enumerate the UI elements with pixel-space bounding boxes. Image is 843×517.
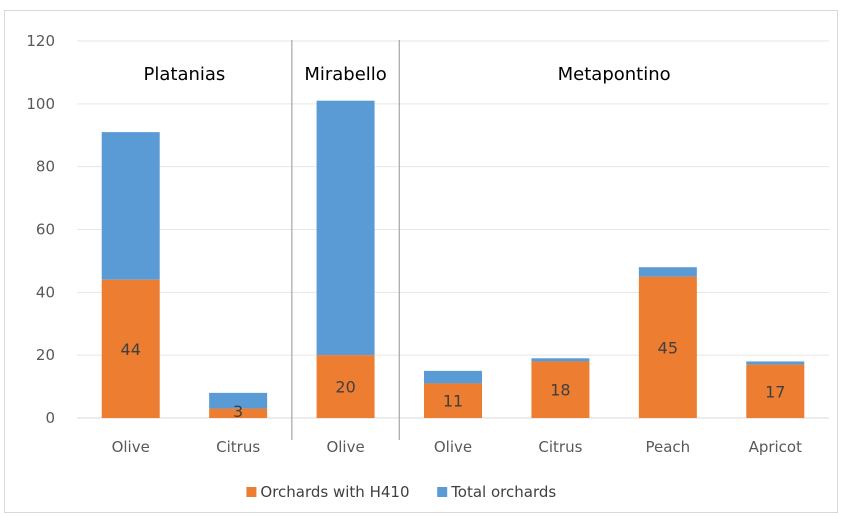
bar-total-6 bbox=[746, 361, 805, 365]
x-tick-label: Olive bbox=[112, 438, 150, 456]
gridlines bbox=[77, 40, 829, 419]
bars bbox=[101, 100, 805, 418]
y-tick-label: 0 bbox=[45, 409, 55, 427]
y-tick-label: 40 bbox=[36, 283, 55, 301]
legend-entry: Orchards with H410 bbox=[260, 483, 409, 501]
data-label: 18 bbox=[550, 381, 570, 400]
bar-h410-2 bbox=[316, 355, 375, 418]
legend-swatch bbox=[246, 487, 257, 497]
x-tick-label: Apricot bbox=[749, 438, 803, 456]
y-tick-label: 120 bbox=[26, 32, 55, 50]
bar-total-5 bbox=[638, 267, 697, 277]
group-labels: Platanias Mirabello Metapontino bbox=[144, 64, 671, 85]
group-label: Platanias bbox=[144, 64, 226, 85]
group-separators bbox=[291, 40, 400, 440]
group-label: Mirabello bbox=[304, 64, 386, 85]
bar-h410-5 bbox=[638, 276, 697, 418]
x-tick-label: Citrus bbox=[538, 438, 582, 456]
data-label: 11 bbox=[443, 392, 463, 411]
bar-total-2 bbox=[316, 100, 375, 356]
bar-total-3 bbox=[424, 370, 482, 384]
bar-total-1 bbox=[209, 392, 268, 409]
y-axis-ticks: 0 20 40 60 80 100 120 bbox=[26, 32, 55, 427]
data-labels: 44 3 20 11 18 45 17 bbox=[121, 338, 786, 421]
bar-total-4 bbox=[531, 358, 590, 362]
x-tick-label: Olive bbox=[326, 438, 364, 456]
x-tick-label: Olive bbox=[434, 438, 472, 456]
y-tick-label: 80 bbox=[36, 158, 55, 176]
x-axis-ticks: Olive Citrus Olive Olive Citrus Peach Apricot bbox=[112, 438, 803, 456]
y-tick-label: 100 bbox=[26, 95, 55, 113]
y-tick-label: 60 bbox=[36, 221, 55, 239]
data-label: 20 bbox=[335, 378, 355, 397]
bar-h410-3 bbox=[424, 383, 482, 418]
bar-h410-6 bbox=[746, 364, 805, 418]
bar-h410-0 bbox=[101, 279, 160, 418]
legend: Orchards with H410 Total orchards bbox=[246, 483, 556, 501]
data-label: 45 bbox=[658, 338, 678, 357]
data-label: 44 bbox=[121, 340, 141, 359]
legend-entry: Total orchards bbox=[450, 483, 556, 501]
y-tick-label: 20 bbox=[36, 346, 55, 364]
bar-total-0 bbox=[101, 132, 160, 280]
data-label: 17 bbox=[765, 382, 785, 401]
x-tick-label: Peach bbox=[646, 438, 691, 456]
data-label: 3 bbox=[233, 402, 243, 421]
x-tick-label: Citrus bbox=[216, 438, 260, 456]
legend-swatch bbox=[437, 487, 448, 497]
bar-h410-1 bbox=[209, 408, 268, 418]
group-label: Metapontino bbox=[558, 64, 671, 85]
bar-h410-4 bbox=[531, 361, 590, 418]
